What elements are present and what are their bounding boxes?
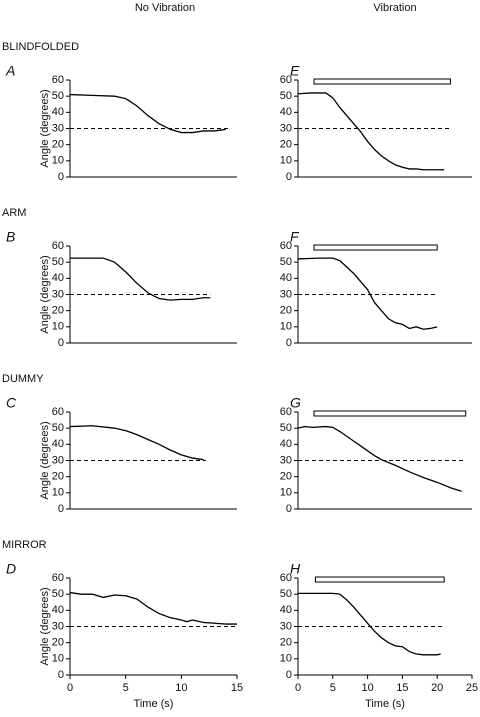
panel-label: F — [290, 229, 300, 245]
y-tick-label: 40 — [52, 106, 64, 118]
y-tick-label: 0 — [58, 669, 64, 681]
y-tick-label: 0 — [58, 171, 64, 183]
y-tick-label: 40 — [280, 272, 292, 284]
y-tick-label: 10 — [52, 653, 64, 665]
column-title: No Vibration — [135, 2, 195, 14]
panel-label: H — [290, 561, 301, 577]
vibration-bar — [313, 244, 438, 251]
y-tick-label: 10 — [280, 321, 292, 333]
y-tick-label: 20 — [52, 139, 64, 151]
panel-label: C — [6, 395, 17, 411]
y-axis-label: Angle (degrees) — [39, 587, 51, 665]
x-tick-label: 5 — [330, 682, 336, 694]
y-tick-label: 60 — [52, 240, 64, 252]
y-tick-label: 20 — [280, 305, 292, 317]
x-tick-label: 15 — [396, 682, 408, 694]
y-tick-label: 50 — [52, 256, 64, 268]
y-tick-label: 30 — [280, 454, 292, 466]
y-tick-label: 60 — [52, 74, 64, 86]
y-tick-label: 30 — [280, 288, 292, 300]
x-axis-label: Time (s) — [365, 698, 405, 710]
data-line — [69, 425, 204, 461]
y-tick-label: 40 — [280, 604, 292, 616]
y-tick-label: 10 — [280, 487, 292, 499]
row-title: ARM — [2, 207, 26, 219]
x-tick-label: 0 — [67, 682, 73, 694]
row-title: DUMMY — [2, 373, 44, 385]
data-line — [297, 92, 445, 171]
row-title: MIRROR — [2, 539, 47, 551]
panel-label: A — [5, 63, 15, 79]
x-tick-label: 5 — [123, 682, 129, 694]
data-line — [298, 592, 441, 656]
y-axis-label: Angle (degrees) — [39, 89, 51, 167]
y-tick-label: 0 — [286, 337, 292, 349]
y-tick-label: 0 — [58, 337, 64, 349]
y-tick-label: 30 — [52, 288, 64, 300]
y-tick-label: 50 — [52, 588, 64, 600]
data-line — [297, 257, 438, 330]
y-tick-label: 20 — [280, 139, 292, 151]
x-axis-label: Time (s) — [134, 698, 174, 710]
y-tick-label: 20 — [52, 471, 64, 483]
x-tick-label: 0 — [295, 682, 301, 694]
y-tick-label: 30 — [280, 620, 292, 632]
vibration-bar — [314, 576, 445, 583]
y-tick-label: 30 — [52, 620, 64, 632]
column-title: Vibration — [373, 2, 416, 14]
y-tick-label: 10 — [52, 487, 64, 499]
x-tick-label: 15 — [231, 682, 243, 694]
data-line — [70, 257, 211, 301]
y-tick-label: 40 — [52, 438, 64, 450]
panel-label: B — [6, 229, 15, 245]
y-axis-label: Angle (degrees) — [39, 255, 51, 333]
x-tick-label: 20 — [431, 682, 443, 694]
y-tick-label: 30 — [52, 454, 64, 466]
x-tick-label: 25 — [466, 682, 478, 694]
y-tick-label: 60 — [280, 240, 292, 252]
y-tick-label: 60 — [280, 406, 292, 418]
y-tick-label: 20 — [52, 305, 64, 317]
vibration-bar — [313, 78, 451, 85]
y-tick-label: 30 — [52, 122, 64, 134]
y-tick-label: 10 — [52, 321, 64, 333]
y-tick-label: 60 — [280, 74, 292, 86]
row-title: BLINDFOLDED — [2, 41, 79, 53]
y-tick-label: 0 — [286, 669, 292, 681]
panel-label: E — [290, 63, 300, 79]
y-tick-label: 60 — [280, 572, 292, 584]
y-tick-label: 50 — [280, 90, 292, 102]
y-axis-label: Angle (degrees) — [39, 421, 51, 499]
panel-label: D — [6, 561, 16, 577]
y-tick-label: 10 — [52, 155, 64, 167]
y-tick-label: 40 — [280, 438, 292, 450]
y-tick-label: 30 — [280, 122, 292, 134]
y-tick-label: 10 — [280, 155, 292, 167]
y-tick-label: 40 — [52, 604, 64, 616]
x-tick-label: 10 — [175, 682, 187, 694]
panel-label: G — [290, 395, 301, 411]
y-tick-label: 50 — [52, 422, 64, 434]
y-tick-label: 40 — [52, 272, 64, 284]
y-tick-label: 20 — [52, 637, 64, 649]
y-tick-label: 60 — [52, 572, 64, 584]
y-tick-label: 50 — [280, 588, 292, 600]
y-tick-label: 40 — [280, 106, 292, 118]
y-tick-label: 60 — [52, 406, 64, 418]
data-line — [69, 591, 237, 625]
y-tick-label: 50 — [52, 90, 64, 102]
y-tick-label: 20 — [280, 637, 292, 649]
y-tick-label: 0 — [286, 503, 292, 515]
data-line — [69, 93, 226, 134]
vibration-bar — [313, 410, 467, 417]
y-tick-label: 50 — [280, 256, 292, 268]
y-tick-label: 20 — [280, 471, 292, 483]
y-tick-label: 0 — [286, 171, 292, 183]
y-tick-label: 0 — [58, 503, 64, 515]
data-line — [297, 425, 462, 492]
x-tick-label: 10 — [361, 682, 373, 694]
y-tick-label: 50 — [280, 422, 292, 434]
y-tick-label: 10 — [280, 653, 292, 665]
